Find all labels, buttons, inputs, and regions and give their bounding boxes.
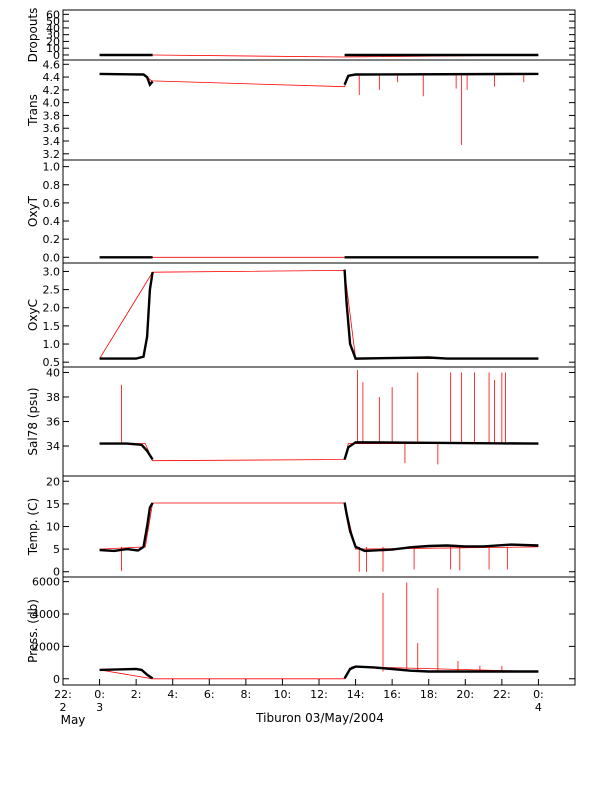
processed-series-line bbox=[343, 72, 539, 86]
x-tick-label: 0: bbox=[533, 688, 544, 701]
panel-sal78-psu: 34 36 38 40 Sal78 (psu) bbox=[26, 366, 576, 477]
y-tick-label: 50 bbox=[46, 15, 60, 28]
raw-series-line bbox=[99, 443, 539, 462]
panel-oxyc: 0.5 1.0 1.5 2.0 2.5 3.0 OxyC bbox=[26, 262, 576, 369]
y-tick-label: 5 bbox=[53, 543, 60, 556]
y-tick-label: 3.4 bbox=[43, 135, 61, 148]
panel-frame bbox=[62, 9, 576, 61]
processed-series-line bbox=[343, 441, 539, 460]
y-tick-label: 1.0 bbox=[43, 161, 61, 174]
y-tick-label: 36 bbox=[46, 416, 60, 429]
x-tick-month-label: May bbox=[61, 713, 86, 727]
x-tick-label: 16: bbox=[383, 688, 401, 701]
y-tick-label: 3.2 bbox=[43, 148, 61, 161]
panel-temp-c: 0 5 10 15 20 Temp. (C) bbox=[26, 475, 576, 579]
processed-series-line bbox=[343, 502, 539, 553]
panel-trans: 3.23.43.63.84.04.24.44.6 Trans bbox=[26, 58, 576, 161]
y-tick-label: 0 bbox=[53, 566, 60, 579]
y-tick-label: 0.5 bbox=[43, 356, 61, 369]
x-tick-day-label: 2 bbox=[60, 701, 67, 714]
y-tick-label: 4.4 bbox=[43, 71, 61, 84]
panel-frame bbox=[62, 475, 576, 578]
y-axis-label: OxyT bbox=[26, 195, 40, 227]
y-axis-label: OxyC bbox=[26, 299, 40, 331]
x-tick-label: 10: bbox=[274, 688, 292, 701]
x-tick-label: 2: bbox=[131, 688, 142, 701]
y-tick-label: 0.6 bbox=[43, 197, 61, 210]
panel-frame bbox=[62, 262, 576, 368]
processed-series-line bbox=[343, 665, 539, 680]
x-tick-label: 6: bbox=[204, 688, 215, 701]
x-tick-day-label: 4 bbox=[535, 701, 542, 714]
y-tick-label: 0 bbox=[53, 49, 60, 62]
y-tick-label: 1.0 bbox=[43, 338, 61, 351]
x-axis-title: Tiburon 03/May/2004 bbox=[255, 711, 384, 725]
y-tick-label: 2.5 bbox=[43, 284, 61, 297]
y-tick-label: 2000 bbox=[32, 640, 60, 653]
panel-oxyt: 0.0 0.2 0.4 0.6 0.8 1.0 OxyT bbox=[26, 159, 576, 264]
y-tick-label: 4.0 bbox=[43, 97, 61, 110]
y-tick-label: 34 bbox=[46, 440, 60, 453]
y-tick-label: 0.0 bbox=[43, 251, 61, 264]
x-tick-day-label: 3 bbox=[96, 701, 103, 714]
processed-series-line bbox=[99, 72, 154, 88]
y-axis-label: Sal78 (psu) bbox=[26, 387, 40, 455]
y-tick-label: 40 bbox=[46, 22, 60, 35]
x-tick-label: 20: bbox=[456, 688, 474, 701]
y-tick-label: 0.4 bbox=[43, 215, 61, 228]
raw-series-line bbox=[99, 74, 539, 88]
y-tick-label: 60 bbox=[46, 8, 60, 21]
y-tick-label: 4.6 bbox=[43, 58, 61, 71]
raw-series-line bbox=[99, 502, 539, 550]
y-tick-label: 38 bbox=[46, 391, 60, 404]
x-tick-label: 0: bbox=[94, 688, 105, 701]
y-axis-label: Press. (db) bbox=[26, 599, 40, 663]
processed-series-line bbox=[99, 442, 154, 461]
y-tick-label: 1.5 bbox=[43, 320, 61, 333]
y-axis-label: Trans bbox=[26, 94, 40, 127]
y-tick-label: 30 bbox=[46, 29, 60, 42]
y-tick-label: 3.0 bbox=[43, 265, 61, 278]
x-tick-label: 12: bbox=[310, 688, 328, 701]
y-axis-label: Dropouts bbox=[26, 8, 40, 63]
y-tick-label: 0 bbox=[53, 673, 60, 686]
y-tick-label: 10 bbox=[46, 521, 60, 534]
y-tick-label: 20 bbox=[46, 475, 60, 488]
y-tick-label: 6000 bbox=[32, 576, 60, 589]
y-tick-label: 4000 bbox=[32, 608, 60, 621]
x-tick-label: 4: bbox=[167, 688, 178, 701]
y-axis-label: Temp. (C) bbox=[26, 498, 40, 556]
x-tick-label: 22: bbox=[54, 688, 72, 701]
y-tick-label: 0.2 bbox=[43, 233, 61, 246]
y-tick-label: 4.2 bbox=[43, 84, 61, 97]
x-tick-label: 22: bbox=[493, 688, 511, 701]
y-tick-label: 15 bbox=[46, 498, 60, 511]
raw-series-line bbox=[99, 269, 539, 360]
processed-series-line bbox=[343, 269, 539, 360]
panel-frame bbox=[62, 159, 576, 264]
processed-series-line bbox=[99, 272, 154, 360]
y-tick-label: 3.8 bbox=[43, 109, 61, 122]
panel-press-db: 0 2000 4000 6000 Press. (db) bbox=[26, 576, 576, 686]
y-tick-label: 3.6 bbox=[43, 122, 61, 135]
y-tick-label: 0.8 bbox=[43, 179, 61, 192]
x-tick-label: 14: bbox=[347, 688, 365, 701]
raw-series-line bbox=[99, 666, 539, 680]
x-tick-label: 8: bbox=[240, 688, 251, 701]
y-tick-label: 10 bbox=[46, 42, 60, 55]
processed-series-line bbox=[99, 502, 154, 553]
y-tick-label: 20 bbox=[46, 35, 60, 48]
processed-series-line bbox=[99, 667, 154, 680]
y-tick-label: 40 bbox=[46, 366, 60, 379]
x-tick-label: 18: bbox=[420, 688, 438, 701]
y-tick-label: 2.0 bbox=[43, 302, 61, 315]
